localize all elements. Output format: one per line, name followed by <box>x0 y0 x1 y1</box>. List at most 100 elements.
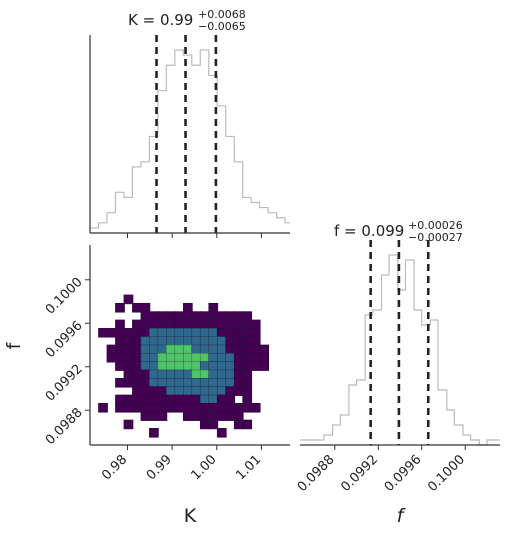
density-cell <box>200 378 209 387</box>
density-cell <box>192 353 201 362</box>
density-cell <box>251 362 260 371</box>
density-cell <box>200 412 209 421</box>
density-cell <box>166 312 175 321</box>
density-cell <box>192 387 201 396</box>
density-cell <box>209 320 218 329</box>
density-cell <box>149 312 158 321</box>
density-cell <box>183 412 192 421</box>
density-cell <box>209 420 218 429</box>
marginal-k-panel: K = 0.99 +0.0068 −0.0065 <box>90 8 290 238</box>
density-cell <box>115 403 124 412</box>
density-cell <box>217 328 226 337</box>
density-cell <box>124 328 133 337</box>
density-cell <box>166 362 175 371</box>
density-cell <box>98 328 107 337</box>
density-cell <box>132 345 141 354</box>
marginal-k-ticks <box>128 233 262 238</box>
density-cell <box>141 387 150 396</box>
density-cell <box>158 403 167 412</box>
density-cell <box>234 345 243 354</box>
x-tick-label: 0.99 <box>144 452 175 483</box>
density-cell <box>166 378 175 387</box>
density-cell <box>175 328 184 337</box>
histogram-step-line <box>90 50 290 228</box>
density-cell <box>115 395 124 404</box>
density-cell <box>166 387 175 396</box>
density-cell <box>209 337 218 346</box>
density-cell <box>158 362 167 371</box>
density-cell <box>183 337 192 346</box>
density-cell <box>217 403 226 412</box>
density-cell <box>243 378 252 387</box>
density-cell <box>141 303 150 312</box>
density-cell <box>234 370 243 379</box>
density-cell <box>226 345 235 354</box>
marginal-k-title: K = 0.99 <box>128 11 193 29</box>
density-cell <box>141 403 150 412</box>
density-cell <box>243 403 252 412</box>
density-cell <box>124 403 133 412</box>
density-cell <box>149 345 158 354</box>
density-cell <box>243 395 252 404</box>
density-cell <box>234 403 243 412</box>
marginal-k-title-lower: −0.0065 <box>198 20 246 33</box>
density-cell <box>107 353 116 362</box>
density-cell <box>132 387 141 396</box>
density-cell <box>183 303 192 312</box>
density-cell <box>234 337 243 346</box>
density-cell <box>124 395 133 404</box>
density-cell <box>183 395 192 404</box>
density-cell <box>166 370 175 379</box>
density-cell <box>183 345 192 354</box>
density-cell <box>226 312 235 321</box>
density-cell <box>149 395 158 404</box>
density-cell <box>183 387 192 396</box>
marginal-k-histogram <box>90 50 290 228</box>
density-cell <box>141 337 150 346</box>
density-cell <box>175 395 184 404</box>
density-cell <box>192 328 201 337</box>
density-cell <box>243 328 252 337</box>
density-cell <box>183 378 192 387</box>
marginal-f-x-axis: 0.0988 0.0992 0.0996 0.1000 <box>295 445 468 495</box>
density-cell <box>200 395 209 404</box>
density-cell <box>251 403 260 412</box>
density-cell <box>209 412 218 421</box>
density-cell <box>124 378 133 387</box>
density-cell <box>158 320 167 329</box>
density-cell <box>166 395 175 404</box>
density-cell <box>209 345 218 354</box>
density-cell <box>149 370 158 379</box>
density-cell <box>115 362 124 371</box>
density-cell <box>200 362 209 371</box>
density-cell <box>251 320 260 329</box>
density-cell <box>209 378 218 387</box>
density-cell <box>200 328 209 337</box>
density-cell <box>226 370 235 379</box>
density-cell <box>209 312 218 321</box>
density-cell <box>175 320 184 329</box>
density-cell <box>183 320 192 329</box>
density-cell <box>183 362 192 371</box>
density-cell <box>115 378 124 387</box>
density-cell <box>192 412 201 421</box>
density-cell <box>158 412 167 421</box>
density-cell <box>200 420 209 429</box>
marginal-f-title-lower: −0.00027 <box>408 231 463 244</box>
density-cell <box>149 353 158 362</box>
density-cell <box>149 337 158 346</box>
density-cell <box>234 412 243 421</box>
density-cell <box>234 312 243 321</box>
density-cell <box>226 362 235 371</box>
x-tick-label: 0.0996 <box>382 452 425 495</box>
density-cell <box>234 378 243 387</box>
density-cell <box>166 328 175 337</box>
joint-y-label: f <box>3 341 25 349</box>
density-cell <box>243 312 252 321</box>
x-tick-label: 0.0992 <box>338 452 381 495</box>
density-cell <box>192 378 201 387</box>
density-cell <box>175 378 184 387</box>
density-cell <box>217 345 226 354</box>
density-cell <box>149 412 158 421</box>
